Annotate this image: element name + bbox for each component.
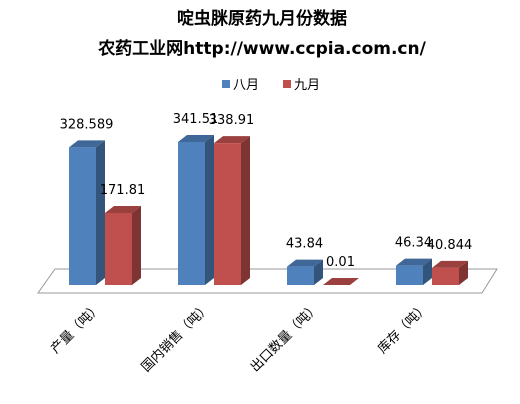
chart-title: 啶虫脒原药九月份数据 — [177, 8, 347, 29]
bar-face — [105, 206, 141, 214]
bar-face — [396, 258, 432, 266]
bar — [214, 136, 250, 285]
bar — [178, 135, 214, 285]
bar-face — [459, 260, 468, 285]
value-label: 171.81 — [100, 183, 146, 198]
value-label: 328.589 — [60, 117, 114, 132]
bar — [323, 277, 359, 285]
bar-face — [178, 135, 214, 142]
legend-swatch — [222, 80, 230, 88]
value-label: 341.51 — [173, 112, 219, 127]
legend-swatch — [283, 80, 291, 88]
bar-face — [432, 267, 459, 285]
floor — [37, 268, 498, 294]
bar-face — [205, 135, 214, 285]
legend-label: 八月 — [233, 78, 259, 93]
bar-face — [178, 142, 205, 285]
value-label: 43.84 — [286, 237, 323, 252]
bar-face — [323, 277, 359, 285]
value-label: 0.01 — [326, 255, 355, 270]
bar-face — [350, 277, 359, 285]
bar — [105, 206, 141, 285]
bar-face — [432, 260, 468, 268]
bar-face — [241, 136, 250, 285]
legend-label: 九月 — [294, 78, 320, 93]
bar-face — [214, 136, 250, 144]
bar-face — [132, 206, 141, 285]
bar-face — [105, 213, 132, 285]
bar-face — [423, 258, 432, 285]
value-label: 40.844 — [427, 238, 473, 253]
bar-face — [287, 266, 314, 285]
value-label: 46.34 — [395, 236, 432, 251]
bar-face — [69, 140, 105, 148]
bar — [69, 140, 105, 285]
bar-face — [96, 140, 105, 285]
bar-face — [214, 143, 241, 285]
bar — [287, 259, 323, 285]
chart-subtitle: 农药工业网http://www.ccpia.com.cn/ — [97, 38, 426, 59]
bar — [432, 260, 468, 285]
bar-face — [396, 265, 423, 285]
bar-face — [69, 147, 96, 285]
bar-face — [314, 259, 323, 285]
value-label: 338.91 — [209, 113, 255, 128]
bar — [396, 258, 432, 285]
bar-face — [287, 259, 323, 267]
